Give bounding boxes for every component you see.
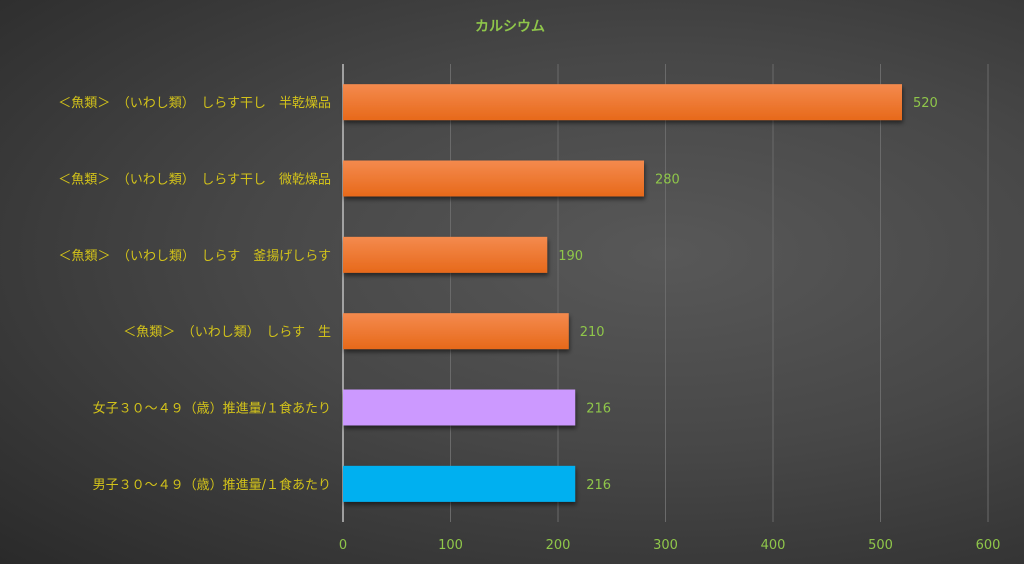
bar — [343, 84, 902, 121]
bar — [343, 160, 644, 197]
category-label: ＜魚類＞ （いわし類） しらす 釜揚げしらす — [59, 248, 331, 264]
x-tick-label: 200 — [546, 538, 571, 553]
data-label: 190 — [558, 249, 583, 264]
category-label: ＜魚類＞ （いわし類） しらす干し 半乾燥品 — [58, 96, 331, 111]
bar — [343, 389, 576, 426]
category-label: 女子３０～４９（歳）推進量/１食あたり — [93, 401, 331, 417]
category-label: 男子３０～４９（歳）推進量/１食あたり — [93, 477, 331, 493]
data-label: 280 — [655, 173, 680, 188]
bar — [343, 313, 569, 350]
category-label: ＜魚類＞ （いわし類） しらす干し 微乾燥品 — [58, 173, 331, 188]
category-label: ＜魚類＞ （いわし類） しらす 生 — [123, 325, 331, 340]
x-tick-label: 300 — [653, 538, 678, 553]
data-label: 210 — [580, 325, 605, 340]
x-tick-label: 600 — [976, 538, 1001, 553]
data-label: 520 — [913, 96, 938, 111]
x-tick-label: 100 — [438, 538, 463, 553]
x-tick-label: 400 — [761, 538, 786, 553]
bar — [343, 236, 548, 273]
x-tick-label: 500 — [868, 538, 893, 553]
bar — [343, 465, 576, 502]
data-label: 216 — [586, 402, 611, 417]
chart-title: カルシウム — [475, 19, 545, 35]
x-tick-label: 0 — [339, 538, 347, 553]
data-label: 216 — [586, 478, 611, 493]
